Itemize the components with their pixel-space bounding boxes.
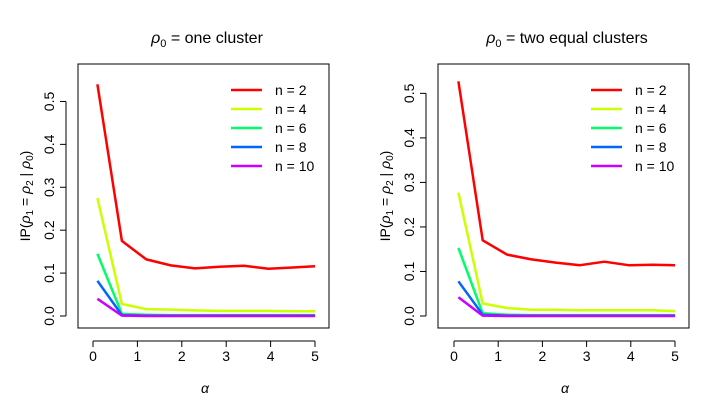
y-tick-label: 0.2 bbox=[41, 220, 57, 240]
x-axis-label: α bbox=[201, 380, 210, 396]
legend-label: n = 10 bbox=[275, 158, 315, 174]
legend-label: n = 10 bbox=[635, 158, 675, 174]
chart-title: ρ0 = one cluster bbox=[150, 30, 263, 50]
y-tick-label: 0.1 bbox=[41, 263, 57, 283]
y-tick-label: 0.3 bbox=[41, 177, 57, 197]
plot-frame bbox=[437, 63, 690, 329]
series-line-n2 bbox=[457, 81, 676, 267]
legend-label: n = 4 bbox=[635, 101, 667, 117]
legend-label: n = 2 bbox=[635, 82, 667, 98]
x-axis-label: α bbox=[561, 380, 570, 396]
y-tick-label: 0.3 bbox=[401, 172, 417, 192]
series-line-n4 bbox=[96, 197, 315, 313]
y-axis-label: IP(ρ1 = ρ2 | ρ0) bbox=[377, 151, 396, 242]
y-tick-label: 0.1 bbox=[401, 262, 417, 282]
series-line-n10 bbox=[457, 296, 675, 318]
plot-frame bbox=[77, 63, 330, 329]
y-tick-label: 0.5 bbox=[401, 83, 417, 103]
x-tick-label: 1 bbox=[134, 348, 142, 364]
y-tick-label: 0.4 bbox=[41, 134, 57, 154]
series-line-n4 bbox=[457, 192, 676, 313]
legend-label: n = 4 bbox=[275, 101, 307, 117]
y-axis-label: IP(ρ1 = ρ2 | ρ0) bbox=[17, 151, 36, 242]
x-tick-label: 4 bbox=[267, 348, 275, 364]
x-tick-label: 5 bbox=[311, 348, 319, 364]
y-tick-label: 0.5 bbox=[41, 92, 57, 112]
x-tick-label: 1 bbox=[494, 348, 502, 364]
legend-label: n = 6 bbox=[275, 120, 307, 136]
legend-label: n = 8 bbox=[635, 139, 667, 155]
legend-label: n = 8 bbox=[275, 139, 307, 155]
x-tick-label: 2 bbox=[178, 348, 186, 364]
series-line-n10 bbox=[96, 297, 315, 318]
x-tick-label: 2 bbox=[539, 348, 547, 364]
y-tick-label: 0.0 bbox=[41, 306, 57, 326]
x-tick-label: 3 bbox=[583, 348, 591, 364]
legend-label: n = 2 bbox=[275, 82, 307, 98]
x-tick-label: 3 bbox=[222, 348, 230, 364]
y-tick-label: 0.4 bbox=[401, 128, 417, 148]
x-tick-label: 0 bbox=[450, 348, 458, 364]
y-tick-label: 0.0 bbox=[401, 306, 417, 326]
x-tick-label: 4 bbox=[627, 348, 635, 364]
y-tick-label: 0.2 bbox=[401, 217, 417, 237]
x-tick-label: 5 bbox=[671, 348, 679, 364]
series-line-n2 bbox=[96, 84, 316, 271]
x-tick-label: 0 bbox=[89, 348, 97, 364]
chart-title: ρ0 = two equal clusters bbox=[485, 30, 648, 50]
legend-label: n = 6 bbox=[635, 120, 667, 136]
panel-one-cluster: ρ0 = one cluster 0 1 2 3 4 5 α 0.0 0.1 0.2 0.3 0.4 0.… bbox=[17, 30, 330, 396]
panel-two-equal-clusters: ρ0 = two equal clusters 0 1 2 3 4 5 α 0.0 0.1 0.2 0… bbox=[377, 30, 690, 396]
